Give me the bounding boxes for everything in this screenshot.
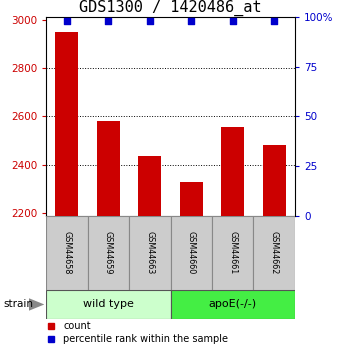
- Point: [271, 19, 277, 24]
- Text: GSM44658: GSM44658: [62, 231, 71, 274]
- Bar: [97, 121, 120, 216]
- Bar: [170, 290, 295, 319]
- Text: GSM44660: GSM44660: [187, 231, 196, 274]
- Point: [230, 19, 235, 24]
- Point: [64, 19, 70, 24]
- Bar: [170, 216, 212, 290]
- Title: GDS1300 / 1420486_at: GDS1300 / 1420486_at: [79, 0, 262, 16]
- Text: count: count: [63, 321, 91, 331]
- Bar: [129, 216, 170, 290]
- Bar: [263, 146, 286, 216]
- Polygon shape: [29, 298, 44, 311]
- Bar: [212, 216, 253, 290]
- Point: [189, 19, 194, 24]
- Text: strain: strain: [3, 299, 33, 309]
- Text: GSM44662: GSM44662: [270, 231, 279, 274]
- Text: wild type: wild type: [83, 299, 134, 309]
- Text: GSM44663: GSM44663: [145, 231, 154, 274]
- Point: [106, 19, 111, 24]
- Bar: [253, 216, 295, 290]
- Text: apoE(-/-): apoE(-/-): [209, 299, 257, 309]
- Bar: [180, 182, 203, 216]
- Text: percentile rank within the sample: percentile rank within the sample: [63, 334, 228, 344]
- Bar: [46, 290, 170, 319]
- Bar: [221, 127, 244, 216]
- Bar: [55, 32, 78, 216]
- Text: GSM44659: GSM44659: [104, 231, 113, 275]
- Text: GSM44661: GSM44661: [228, 231, 237, 274]
- Bar: [88, 216, 129, 290]
- Bar: [138, 156, 161, 216]
- Bar: [46, 216, 88, 290]
- Point: [147, 19, 152, 24]
